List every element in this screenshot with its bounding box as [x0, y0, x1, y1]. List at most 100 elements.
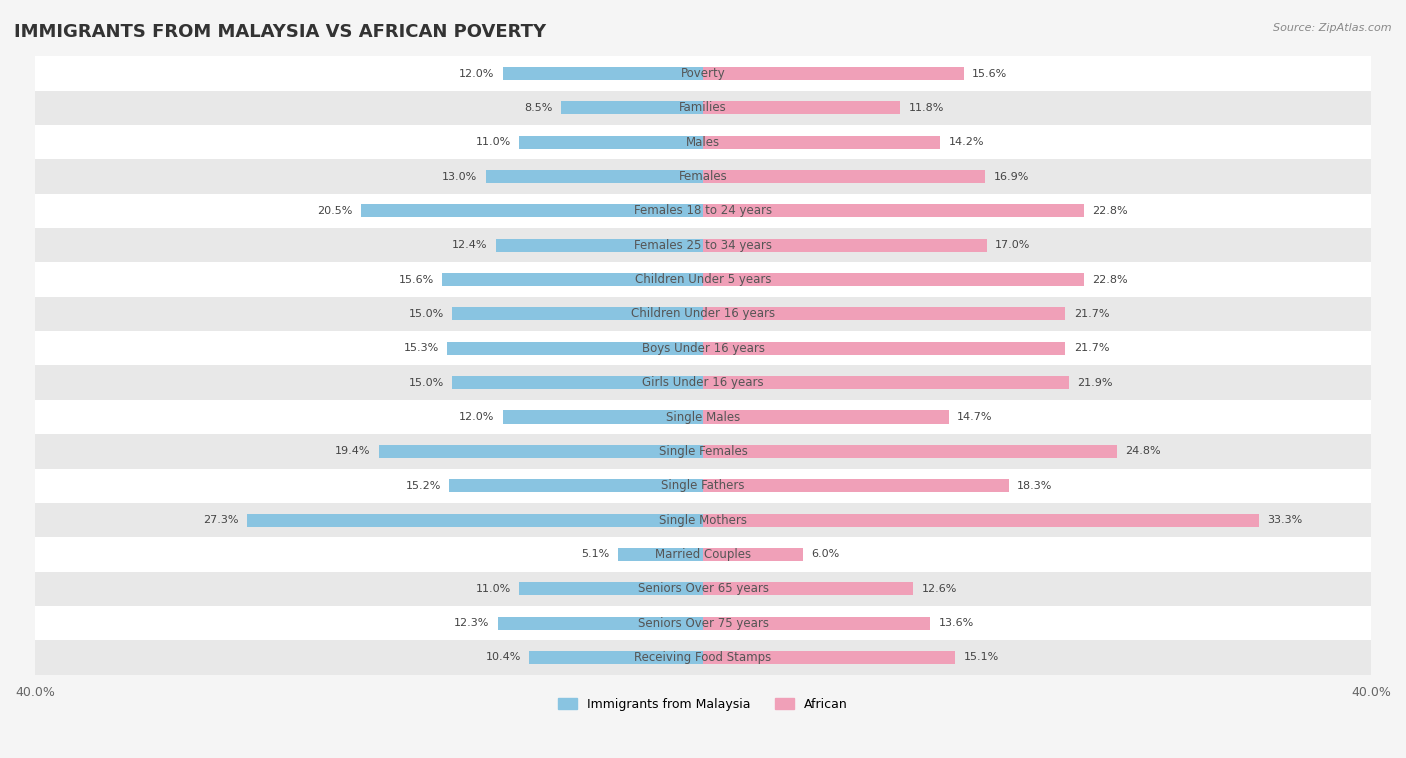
Text: 11.8%: 11.8% [908, 103, 943, 113]
Text: 20.5%: 20.5% [316, 206, 353, 216]
Legend: Immigrants from Malaysia, African: Immigrants from Malaysia, African [553, 693, 853, 716]
Bar [35, 468, 1371, 503]
Text: Males: Males [686, 136, 720, 149]
Text: 13.6%: 13.6% [938, 618, 974, 628]
Text: Married Couples: Married Couples [655, 548, 751, 561]
Text: 24.8%: 24.8% [1126, 446, 1161, 456]
Bar [703, 616, 931, 630]
Text: 12.0%: 12.0% [458, 68, 495, 79]
Text: Families: Families [679, 102, 727, 114]
Text: 14.7%: 14.7% [957, 412, 993, 422]
Bar [617, 548, 703, 561]
Text: 15.6%: 15.6% [399, 274, 434, 284]
Bar [498, 616, 703, 630]
Bar [703, 411, 949, 424]
Bar [35, 125, 1371, 159]
Text: 15.0%: 15.0% [409, 309, 444, 319]
Text: 19.4%: 19.4% [335, 446, 371, 456]
Text: 27.3%: 27.3% [204, 515, 239, 525]
Text: 11.0%: 11.0% [475, 137, 510, 147]
Text: 12.3%: 12.3% [454, 618, 489, 628]
Text: 15.2%: 15.2% [405, 481, 441, 490]
Text: Single Females: Single Females [658, 445, 748, 458]
Bar [35, 606, 1371, 641]
Bar [35, 365, 1371, 399]
Bar [35, 572, 1371, 606]
Bar [453, 308, 703, 321]
Bar [703, 651, 955, 664]
Text: Poverty: Poverty [681, 67, 725, 80]
Text: 12.0%: 12.0% [458, 412, 495, 422]
Text: 17.0%: 17.0% [995, 240, 1031, 250]
Text: 22.8%: 22.8% [1092, 274, 1128, 284]
Text: Children Under 5 years: Children Under 5 years [634, 273, 772, 286]
Text: Children Under 16 years: Children Under 16 years [631, 308, 775, 321]
Text: Seniors Over 75 years: Seniors Over 75 years [637, 616, 769, 630]
Text: 14.2%: 14.2% [949, 137, 984, 147]
Bar [447, 342, 703, 355]
Text: IMMIGRANTS FROM MALAYSIA VS AFRICAN POVERTY: IMMIGRANTS FROM MALAYSIA VS AFRICAN POVE… [14, 23, 546, 41]
Text: 21.7%: 21.7% [1074, 343, 1109, 353]
Text: Receiving Food Stamps: Receiving Food Stamps [634, 651, 772, 664]
Text: Boys Under 16 years: Boys Under 16 years [641, 342, 765, 355]
Bar [529, 651, 703, 664]
Bar [35, 194, 1371, 228]
Text: Source: ZipAtlas.com: Source: ZipAtlas.com [1274, 23, 1392, 33]
Bar [703, 548, 803, 561]
Text: 15.0%: 15.0% [409, 377, 444, 387]
Text: 18.3%: 18.3% [1017, 481, 1052, 490]
Bar [519, 136, 703, 149]
Bar [35, 399, 1371, 434]
Text: 21.7%: 21.7% [1074, 309, 1109, 319]
Bar [380, 445, 703, 458]
Bar [449, 479, 703, 492]
Bar [35, 262, 1371, 297]
Bar [703, 170, 986, 183]
Bar [360, 205, 703, 218]
Bar [35, 297, 1371, 331]
Bar [35, 91, 1371, 125]
Bar [703, 479, 1008, 492]
Bar [486, 170, 703, 183]
Bar [703, 513, 1260, 527]
Bar [703, 582, 914, 595]
Bar [561, 102, 703, 114]
Text: Girls Under 16 years: Girls Under 16 years [643, 376, 763, 389]
Bar [703, 445, 1118, 458]
Text: 22.8%: 22.8% [1092, 206, 1128, 216]
Bar [35, 56, 1371, 91]
Bar [35, 503, 1371, 537]
Bar [703, 205, 1084, 218]
Text: 15.1%: 15.1% [963, 653, 998, 662]
Bar [703, 342, 1066, 355]
Bar [519, 582, 703, 595]
Text: Single Fathers: Single Fathers [661, 479, 745, 492]
Bar [35, 434, 1371, 468]
Text: 6.0%: 6.0% [811, 550, 839, 559]
Text: 33.3%: 33.3% [1268, 515, 1303, 525]
Bar [703, 376, 1069, 389]
Text: Single Males: Single Males [666, 411, 740, 424]
Bar [703, 67, 963, 80]
Text: 15.6%: 15.6% [972, 68, 1007, 79]
Bar [703, 239, 987, 252]
Bar [703, 102, 900, 114]
Bar [502, 67, 703, 80]
Text: 12.4%: 12.4% [453, 240, 488, 250]
Text: 10.4%: 10.4% [485, 653, 522, 662]
Text: Females 25 to 34 years: Females 25 to 34 years [634, 239, 772, 252]
Text: 5.1%: 5.1% [581, 550, 609, 559]
Bar [502, 411, 703, 424]
Text: Single Mothers: Single Mothers [659, 514, 747, 527]
Text: 13.0%: 13.0% [443, 171, 478, 182]
Text: 15.3%: 15.3% [404, 343, 439, 353]
Text: Seniors Over 65 years: Seniors Over 65 years [637, 582, 769, 595]
Text: 21.9%: 21.9% [1077, 377, 1112, 387]
Bar [453, 376, 703, 389]
Text: 8.5%: 8.5% [524, 103, 553, 113]
Text: Females 18 to 24 years: Females 18 to 24 years [634, 205, 772, 218]
Text: 11.0%: 11.0% [475, 584, 510, 594]
Bar [35, 641, 1371, 675]
Bar [247, 513, 703, 527]
Bar [35, 159, 1371, 194]
